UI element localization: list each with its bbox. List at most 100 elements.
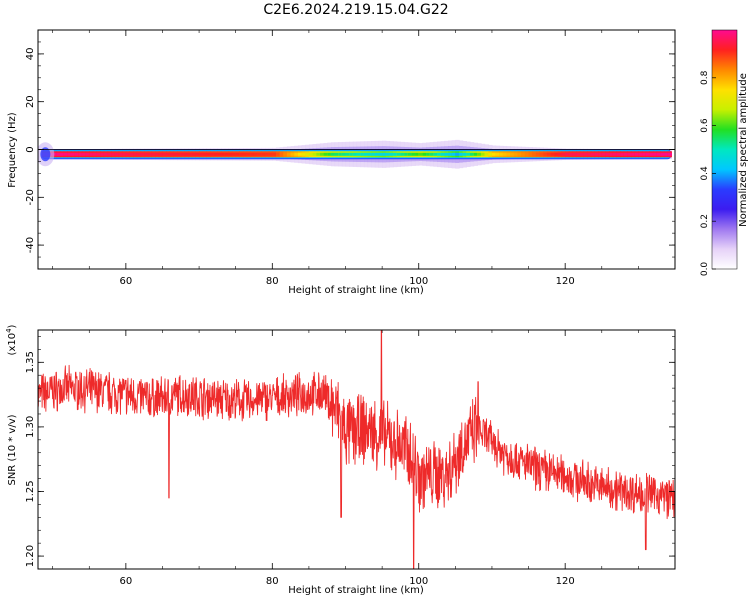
heatmap-peak-cell <box>418 152 423 156</box>
heatmap-peak-cell <box>316 152 321 156</box>
heatmap-peak-cell <box>484 152 489 156</box>
heatmap-x-tick-label: 60 <box>119 276 132 287</box>
heatmap-peak-cell <box>557 152 563 156</box>
heatmap-peak-cell <box>261 152 266 156</box>
heatmap-peak-cell <box>213 152 218 156</box>
snr-x-tick-label: 100 <box>409 576 428 587</box>
heatmap-peak-cell <box>510 152 515 156</box>
heatmap-peak-cell <box>499 152 504 156</box>
heatmap-peak-cell <box>232 152 237 156</box>
heatmap-x-tick-label: 120 <box>556 276 575 287</box>
heatmap-peak-cell <box>352 152 358 156</box>
snr-x-axis-label: Height of straight line (km) <box>288 585 424 596</box>
heatmap-peak-cell <box>283 152 288 156</box>
heatmap-peak-cell <box>210 152 215 156</box>
heatmap-peak-cell <box>52 152 57 156</box>
heatmap-peak-cell <box>429 152 434 156</box>
heatmap-peak-cell <box>224 152 229 156</box>
heatmap-peak-cell <box>389 152 394 156</box>
heatmap-peak-cell <box>415 152 420 156</box>
heatmap-peak-cell <box>294 152 299 156</box>
heatmap-peak-cell <box>587 152 592 156</box>
heatmap-x-tick-label: 100 <box>409 276 428 287</box>
heatmap-peak-cell <box>568 152 574 156</box>
heatmap-peak-cell <box>616 152 621 156</box>
heatmap-peak-cell <box>275 152 281 156</box>
heatmap-peak-cell <box>67 152 72 156</box>
heatmap-peak-cell <box>488 152 493 156</box>
heatmap-peak-cell <box>554 152 559 156</box>
heatmap-peak-cell <box>535 152 541 156</box>
heatmap-peak-cell <box>158 152 164 156</box>
heatmap-peak-cell <box>480 152 486 156</box>
colorbar-tick-label: 0.2 <box>700 214 710 228</box>
heatmap-panel: 60 80 100 120 -40 -20 0 20 40 Height of straigh… <box>7 29 676 296</box>
heatmap-start-blob-core <box>40 147 51 162</box>
heatmap-peak-cell <box>459 152 464 156</box>
heatmap-peak-cell <box>363 152 369 156</box>
heatmap-peak-cell <box>136 152 142 156</box>
heatmap-peak-cell <box>495 152 500 156</box>
heatmap-peak-cell <box>660 152 665 156</box>
heatmap-y-tick-label: 0 <box>25 146 36 152</box>
heatmap-peak-cell <box>448 152 453 156</box>
heatmap-peak-cell <box>250 152 255 156</box>
heatmap-peak-cell <box>404 152 409 156</box>
heatmap-peak-cell <box>89 152 94 156</box>
heatmap-peak-cell <box>634 152 639 156</box>
heatmap-peak-cell <box>319 152 325 156</box>
heatmap-peak-cell <box>162 152 167 156</box>
heatmap-peak-cell <box>612 152 618 156</box>
snr-x-tick-label: 80 <box>266 576 279 587</box>
heatmap-y-tick-label: 20 <box>25 95 36 108</box>
snr-y-tick-label: 1.20 <box>25 545 36 567</box>
heatmap-peak-cell <box>543 152 548 156</box>
snr-y-tick-label: 1.25 <box>25 480 36 502</box>
heatmap-peak-cell <box>631 152 636 156</box>
heatmap-peak-cell <box>546 152 552 156</box>
snr-x-tick-label: 120 <box>556 576 575 587</box>
heatmap-peak-cell <box>228 152 233 156</box>
heatmap-peak-cell <box>565 152 570 156</box>
heatmap-peak-cell <box>199 152 204 156</box>
heatmap-peak-cell <box>664 152 669 156</box>
heatmap-peak-cell <box>382 152 387 156</box>
snr-panel: 60 80 100 120 1.20 1.25 1.30 1.35 Height of st… <box>5 324 676 596</box>
colorbar-tick-label: 0.4 <box>700 166 710 181</box>
heatmap-peak-cell <box>517 152 522 156</box>
snr-series-line <box>38 330 675 569</box>
heatmap-y-axis-label: Frequency (Hz) <box>7 112 18 188</box>
heatmap-peak-cell <box>426 152 431 156</box>
heatmap-peak-cell <box>349 152 354 156</box>
heatmap-peak-cell <box>264 152 270 156</box>
heatmap-peak-cell <box>620 152 625 156</box>
heatmap-peak-cell <box>268 152 273 156</box>
heatmap-peak-cell <box>649 152 654 156</box>
heatmap-x-axis-label: Height of straight line (km) <box>288 285 424 296</box>
heatmap-peak-cell <box>323 152 328 156</box>
heatmap-peak-cell <box>133 152 138 156</box>
heatmap-peak-cell <box>111 152 116 156</box>
heatmap-peak-cell <box>195 152 200 156</box>
heatmap-peak-cell <box>385 152 391 156</box>
heatmap-peak-cell <box>151 152 156 156</box>
heatmap-peak-cell <box>579 152 585 156</box>
heatmap-peak-cell <box>341 152 347 156</box>
heatmap-peak-cell <box>451 152 456 156</box>
heatmap-peak-cell <box>609 152 614 156</box>
heatmap-peak-cell <box>367 152 372 156</box>
snr-x-tick-label: 60 <box>119 576 132 587</box>
heatmap-peak-cell <box>140 152 145 156</box>
heatmap-peak-cell <box>286 152 292 156</box>
heatmap-peak-cell <box>191 152 197 156</box>
heatmap-peak-cell <box>411 152 416 156</box>
heatmap-peak-cell <box>312 152 317 156</box>
heatmap-peak-cell <box>502 152 508 156</box>
heatmap-peak-cell <box>272 152 277 156</box>
heatmap-peak-cell <box>308 152 314 156</box>
heatmap-peak-cell <box>147 152 153 156</box>
heatmap-y-tick-label: -40 <box>25 237 36 253</box>
heatmap-peak-cell <box>513 152 519 156</box>
heatmap-peak-cell <box>521 152 526 156</box>
snr-y-ticks: 1.20 1.25 1.30 1.35 <box>25 336 675 570</box>
